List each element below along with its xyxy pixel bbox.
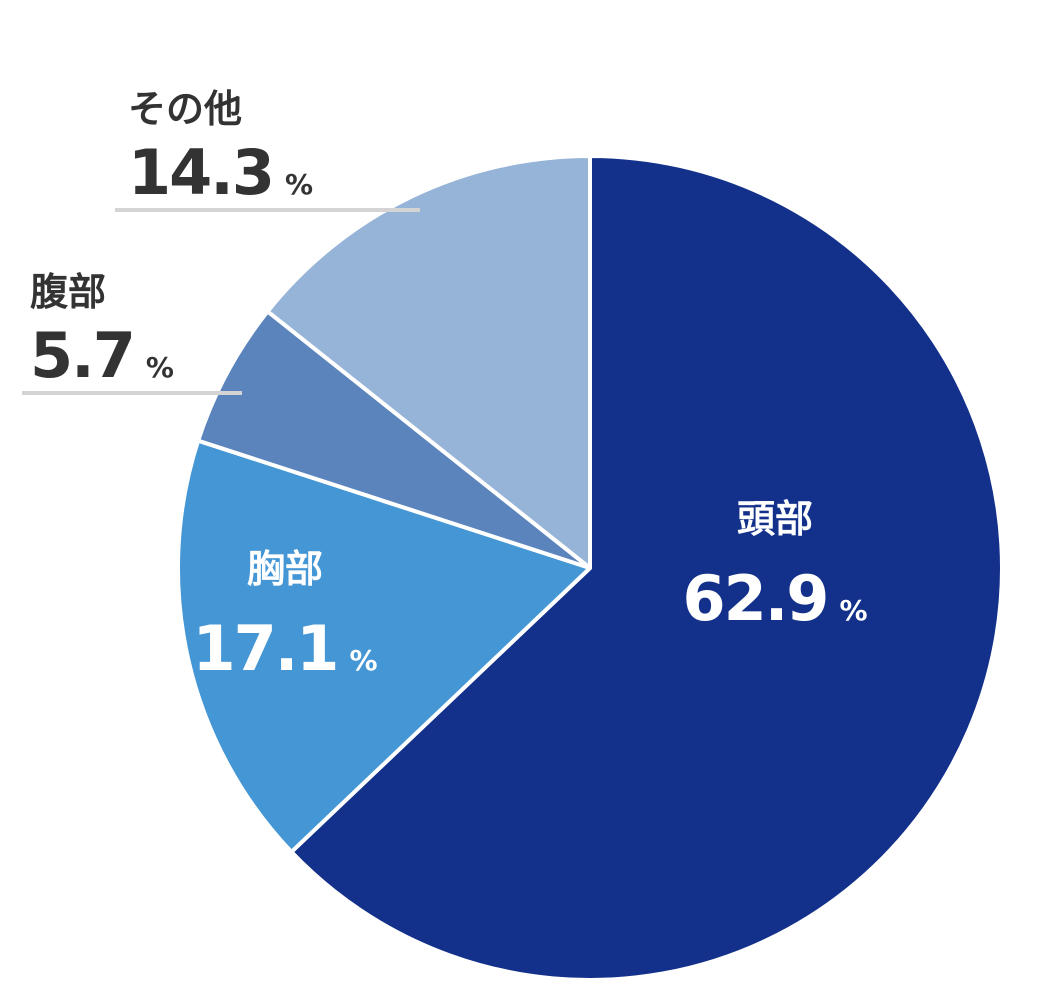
pie-slice xyxy=(175,438,592,854)
slice-unit: % xyxy=(285,168,313,201)
slice-label: 頭部 xyxy=(737,497,813,541)
slice-value-label: 62.9% xyxy=(682,562,867,635)
slice-unit: % xyxy=(839,594,867,627)
pie-labels: 頭部 62.9 % 胸部 17.1 % 腹部 5.7 % その他 14.3% xyxy=(22,87,868,685)
slice-value: 62.9 xyxy=(682,562,827,635)
slice-value: 17.1 xyxy=(192,612,337,685)
slice-value-label: 17.1% xyxy=(192,612,377,685)
slice-value-label: 5.7% xyxy=(30,319,174,392)
pie-slice xyxy=(289,154,1004,982)
slice-unit: % xyxy=(146,351,174,384)
slice-label: 胸部 xyxy=(247,547,323,591)
slice-value-label: 14.3% xyxy=(128,136,313,209)
pie-slice xyxy=(265,154,592,570)
pie-slices xyxy=(175,154,1004,982)
slice-unit: % xyxy=(349,644,377,677)
slice-value: 5.7 xyxy=(30,319,134,392)
slice-label: その他 xyxy=(128,87,242,131)
slice-value: 14.3 xyxy=(128,136,273,209)
slice-label: 腹部 xyxy=(30,270,106,314)
pie-slice xyxy=(196,309,592,570)
